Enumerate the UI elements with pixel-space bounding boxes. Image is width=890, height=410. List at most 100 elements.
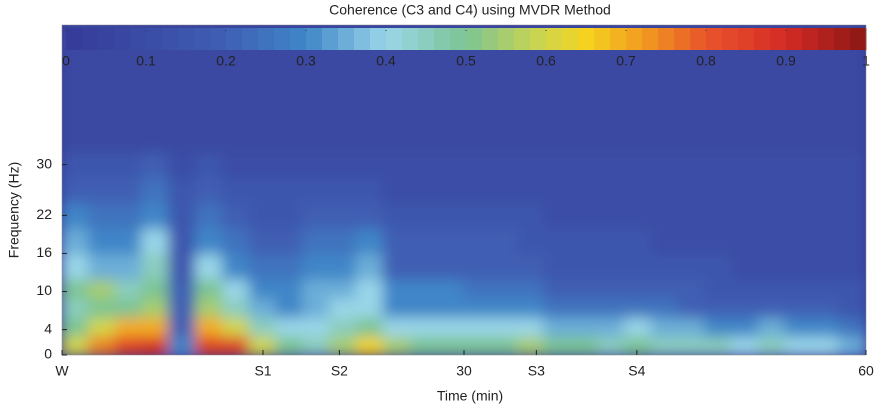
colorbar-swatch [210, 28, 227, 50]
colorbar-swatch [306, 28, 323, 50]
heatmap-cell [436, 334, 465, 355]
heatmap-cell [463, 252, 492, 280]
heatmap-cell [62, 277, 90, 299]
heatmap-cell [811, 296, 841, 318]
colorbar-swatch [434, 28, 451, 50]
heatmap-cell [757, 252, 787, 280]
heatmap-cell [838, 150, 866, 179]
x-tick-label: S2 [331, 363, 348, 379]
heatmap-cell [623, 334, 653, 355]
heatmap-cell [221, 296, 251, 318]
heatmap-cell [248, 252, 278, 280]
heatmap-cell [463, 296, 492, 318]
heatmap-cell [704, 315, 733, 337]
heatmap-cell [489, 315, 519, 337]
heatmap-cell [275, 277, 305, 299]
heatmap-cell [409, 277, 439, 299]
heatmap-cell [329, 227, 358, 255]
heatmap-cell [195, 252, 224, 280]
colorbar-swatch [530, 28, 547, 50]
heatmap-cell [329, 277, 358, 299]
heatmap-cell [87, 252, 117, 280]
x-tick-label: S3 [528, 363, 545, 379]
heatmap-cell [516, 227, 546, 255]
colorbar-swatch [354, 28, 371, 50]
heatmap-cell [757, 334, 787, 355]
x-axis-label: Time (min) [437, 388, 503, 404]
heatmap-cell [650, 150, 680, 179]
colorbar-swatch [834, 28, 851, 50]
heatmap-cell [650, 227, 680, 255]
heatmap-cell [221, 176, 251, 204]
heatmap-cell [62, 252, 90, 280]
colorbar-swatch [290, 28, 307, 50]
colorbar-swatch [498, 28, 515, 50]
heatmap-cell [275, 296, 305, 318]
heatmap-cell [650, 252, 680, 280]
colorbar-swatch [770, 28, 787, 50]
heatmap-cell [838, 201, 866, 230]
heatmap-cell [355, 277, 385, 299]
heatmap-cell [87, 334, 117, 355]
heatmap-cell [784, 176, 814, 204]
heatmap-cell [597, 201, 626, 230]
heatmap-cell [382, 296, 412, 318]
heatmap-cell [302, 201, 331, 230]
heatmap-cell [597, 334, 626, 355]
x-tick-label: W [55, 363, 69, 379]
heatmap-cell [62, 227, 90, 255]
heatmap-cell [436, 201, 465, 230]
heatmap-cell [248, 227, 278, 255]
heatmap-cell [463, 176, 492, 204]
heatmap-cell [409, 334, 439, 355]
colorbar-swatch [130, 28, 147, 50]
heatmap-cell [677, 150, 707, 179]
heatmap-cell [570, 227, 599, 255]
heatmap-cell [248, 334, 278, 355]
heatmap-cell [570, 176, 599, 204]
colorbar-swatch [386, 28, 403, 50]
heatmap-cell [87, 227, 117, 255]
colorbar-swatch [578, 28, 595, 50]
heatmap-cell [302, 296, 331, 318]
heatmap-cell [355, 150, 385, 179]
heatmap-cell [516, 315, 546, 337]
heatmap-cell [409, 150, 439, 179]
x-tick-label: S4 [628, 363, 645, 379]
colorbar-swatch [98, 28, 115, 50]
heatmap [62, 25, 866, 355]
heatmap-cell [838, 227, 866, 255]
heatmap-cell [623, 277, 653, 299]
heatmap-cell [409, 201, 439, 230]
heatmap-cell [195, 334, 224, 355]
heatmap-cell [409, 252, 439, 280]
colorbar-swatch [82, 28, 99, 50]
colorbar-swatch [162, 28, 179, 50]
heatmap-cell [382, 150, 412, 179]
heatmap-cell [248, 277, 278, 299]
heatmap-cell [436, 227, 465, 255]
heatmap-cell [195, 315, 224, 337]
heatmap-cell [221, 277, 251, 299]
heatmap-cell [355, 334, 385, 355]
heatmap-cell [141, 252, 171, 280]
heatmap-cell [811, 277, 841, 299]
heatmap-cell [221, 252, 251, 280]
heatmap-cell [811, 252, 841, 280]
heatmap-cell [382, 277, 412, 299]
heatmap-cell [141, 201, 171, 230]
colorbar-swatch [370, 28, 387, 50]
heatmap-cell [784, 334, 814, 355]
heatmap-cell [382, 227, 412, 255]
heatmap-cell [141, 227, 171, 255]
heatmap-cell [516, 277, 546, 299]
heatmap-cell [195, 277, 224, 299]
heatmap-cell [677, 201, 707, 230]
heatmap-cell [168, 277, 197, 299]
heatmap-cell [704, 150, 733, 179]
heatmap-cell [436, 176, 465, 204]
heatmap-cell [355, 227, 385, 255]
heatmap-cell [704, 296, 733, 318]
heatmap-cell [489, 176, 519, 204]
heatmap-cell [114, 315, 144, 337]
